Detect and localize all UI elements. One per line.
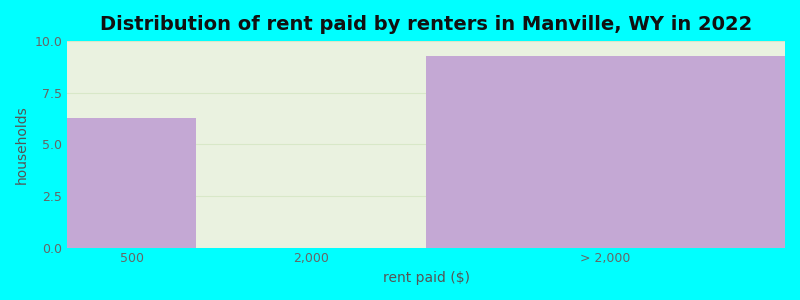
Title: Distribution of rent paid by renters in Manville, WY in 2022: Distribution of rent paid by renters in … [100,15,752,34]
Bar [426,56,785,247]
X-axis label: rent paid ($): rent paid ($) [382,271,470,285]
Y-axis label: households: households [15,105,29,184]
Bar [67,118,197,248]
